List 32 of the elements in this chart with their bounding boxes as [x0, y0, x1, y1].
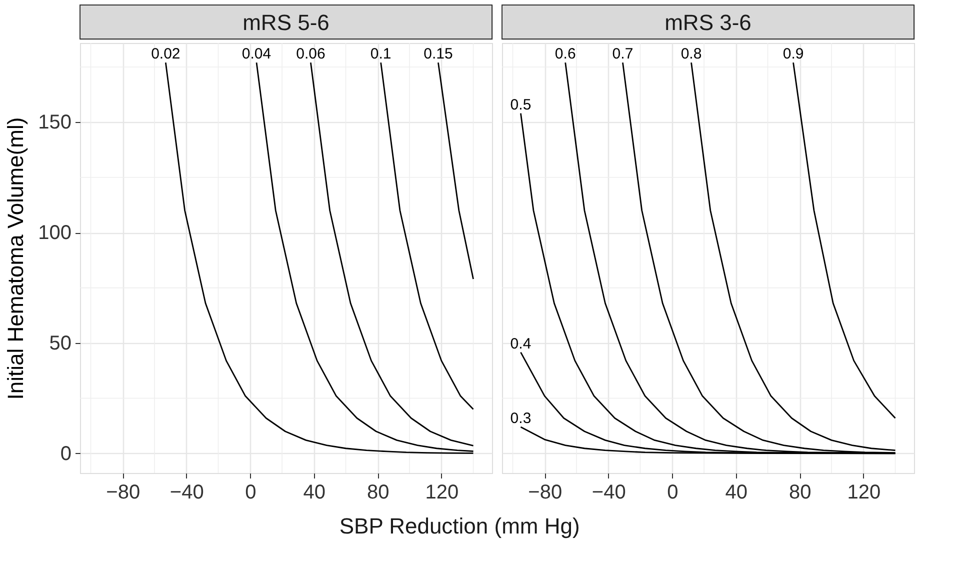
- series-label: 0.1: [370, 46, 392, 63]
- x-tick-label: −40: [592, 482, 626, 504]
- x-tick-label: 120: [847, 482, 881, 504]
- x-tick-label: −80: [106, 482, 140, 504]
- series-label: 0.06: [296, 46, 326, 63]
- series-label: 0.8: [680, 46, 702, 63]
- series-label: 0.3: [510, 410, 532, 427]
- x-tick-label: 0: [245, 482, 256, 504]
- chart-title: mRS 3-6: [664, 10, 752, 35]
- x-tick-label: −40: [170, 482, 204, 504]
- x-tick-label: 0: [667, 482, 678, 504]
- y-tick-label: 150: [38, 112, 72, 134]
- x-tick-label: 40: [303, 482, 326, 504]
- series-label: 0.9: [782, 46, 804, 63]
- series-label: 0.4: [510, 335, 532, 352]
- y-tick-label: 50: [49, 332, 72, 355]
- series-label: 0.7: [612, 46, 634, 63]
- x-tick-label: 120: [425, 482, 459, 504]
- y-tick-label: 100: [38, 222, 72, 244]
- x-tick-label: 80: [789, 482, 812, 504]
- series-label: 0.6: [554, 46, 576, 63]
- series-label: 0.02: [151, 46, 180, 63]
- series-label: 0.04: [242, 46, 272, 63]
- series-label: 0.5: [510, 96, 532, 114]
- x-tick-label: 40: [725, 482, 748, 504]
- x-tick-label: 80: [367, 482, 390, 504]
- x-tick-label: −80: [528, 482, 562, 504]
- x-axis-title: SBP Reduction (mm Hg): [339, 514, 580, 538]
- series-label: 0.15: [424, 46, 453, 63]
- y-axis-title: Initial Hematoma Volume(ml): [3, 117, 28, 400]
- chart-title: mRS 5-6: [242, 10, 330, 35]
- y-tick-label: 0: [60, 442, 72, 465]
